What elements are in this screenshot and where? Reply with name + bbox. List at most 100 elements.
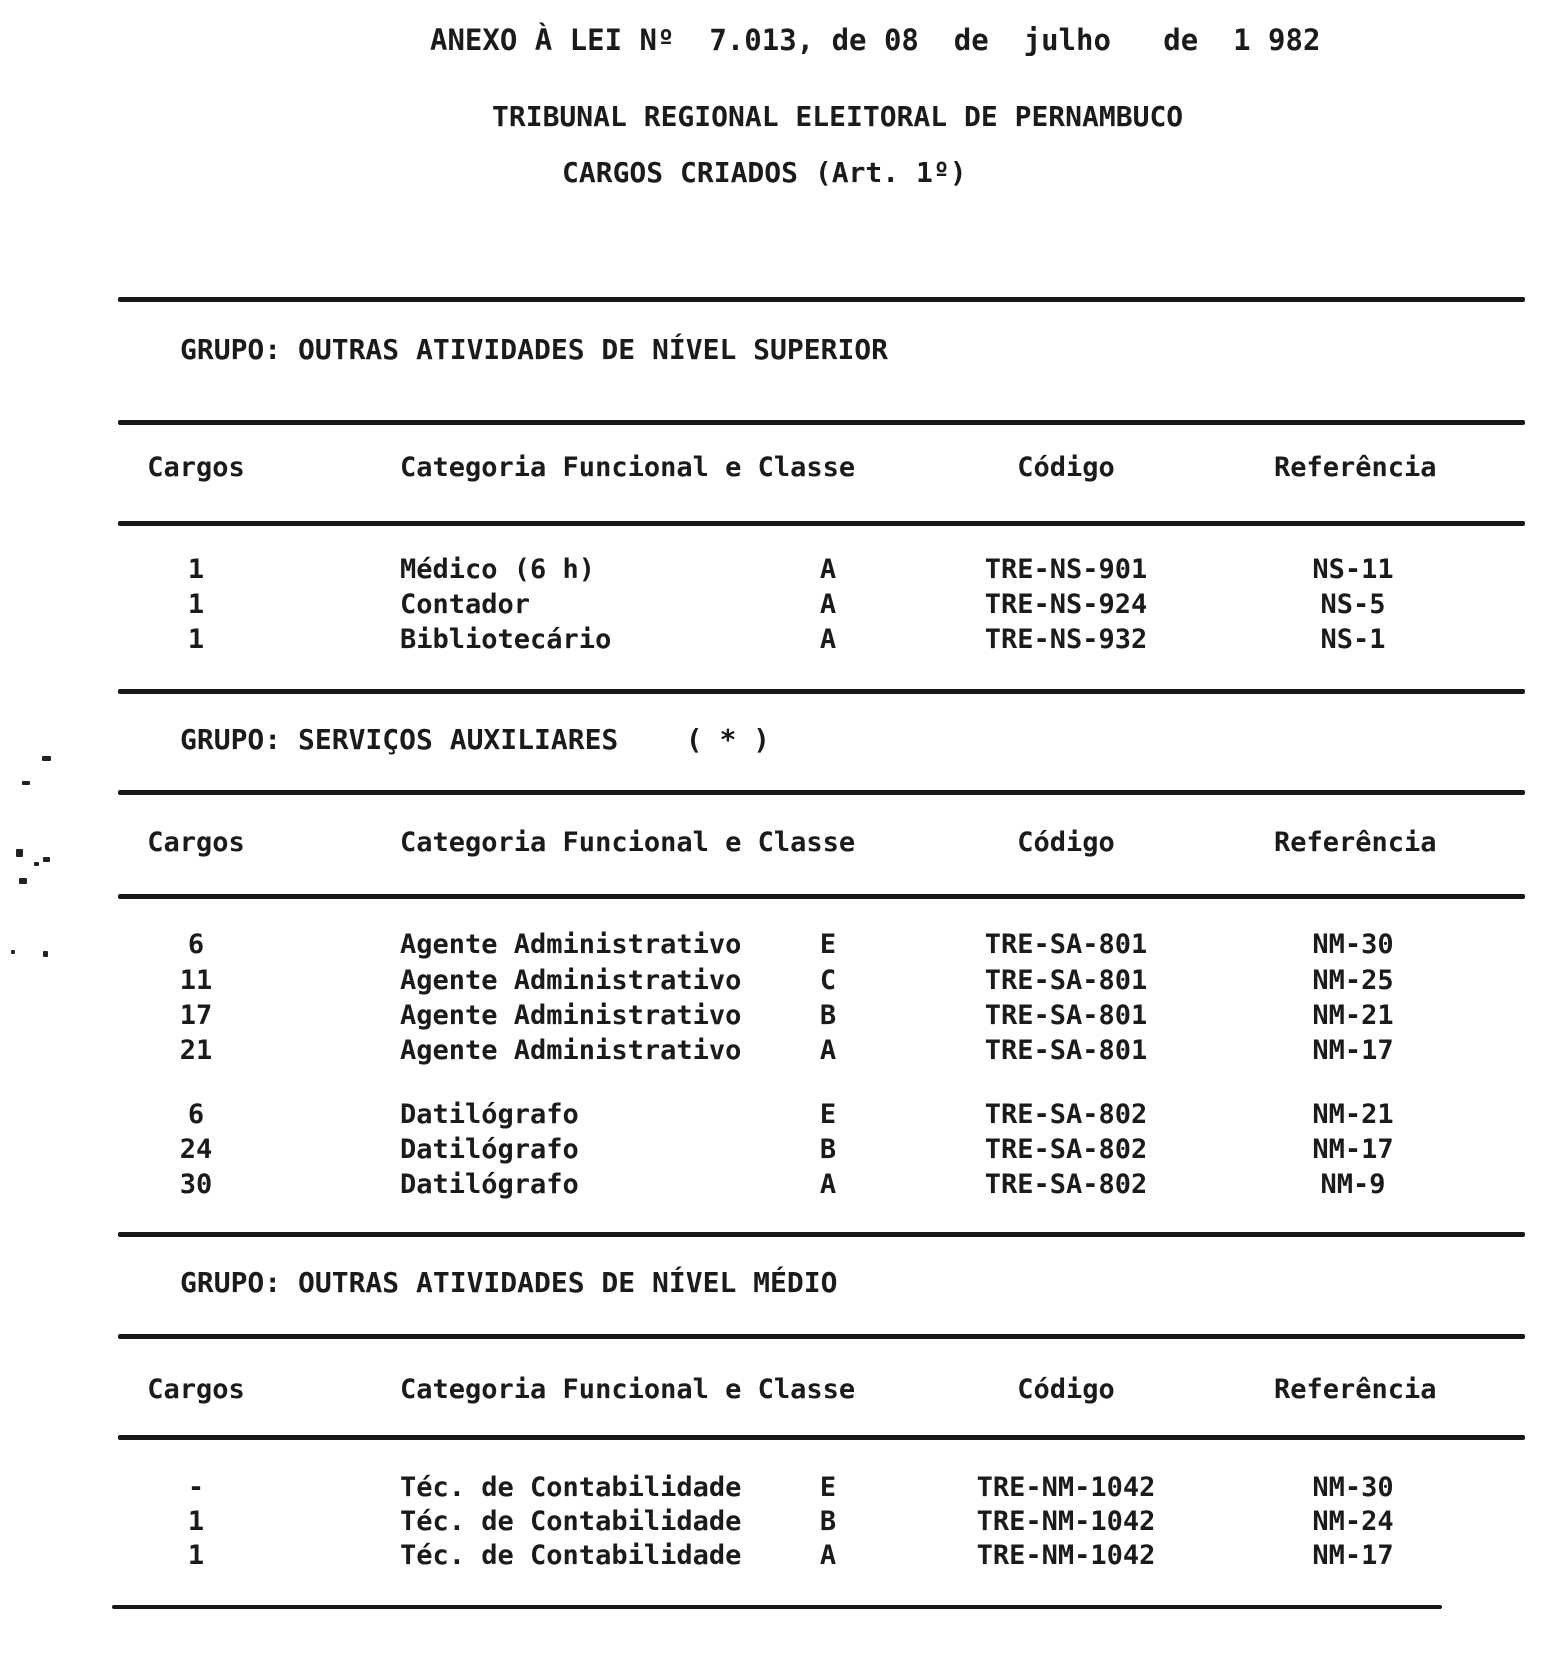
cell-categoria: Téc. de Contabilidade <box>400 1472 742 1503</box>
cell-classe: B <box>819 1000 837 1031</box>
table-row: 21 Agente Administrativo A TRE-SA-801 NM… <box>118 1034 1432 1068</box>
horizontal-rule <box>118 1232 1525 1237</box>
cell-cargos: 6 <box>187 1099 205 1130</box>
doc-title-cargos: CARGOS CRIADOS (Art. 1º) <box>562 156 967 189</box>
column-header-cargos: Cargos <box>147 452 245 483</box>
cell-classe: A <box>819 554 837 585</box>
cell-referencia: NM-25 <box>1312 965 1394 996</box>
cell-classe: A <box>819 1035 837 1066</box>
cell-codigo: TRE-NM-1042 <box>976 1506 1156 1537</box>
cell-classe: A <box>819 589 837 620</box>
cell-classe: E <box>819 1099 837 1130</box>
scan-noise-speck <box>43 951 48 957</box>
table-row: 6 Datilógrafo E TRE-SA-802 NM-21 <box>118 1098 1432 1132</box>
cell-codigo: TRE-NM-1042 <box>976 1540 1156 1571</box>
scan-noise-speck <box>11 950 15 954</box>
doc-title-law: ANEXO À LEI Nº 7.013, de 08 de julho de … <box>430 23 1321 57</box>
cell-codigo: TRE-SA-801 <box>984 1035 1148 1066</box>
horizontal-rule <box>118 1435 1525 1440</box>
group-title-servicos-auxiliares: GRUPO: SERVIÇOS AUXILIARES ( * ) <box>180 723 771 756</box>
cell-referencia: NS-5 <box>1320 589 1386 620</box>
cell-referencia: NM-21 <box>1312 1099 1394 1130</box>
table-row: - Téc. de Contabilidade E TRE-NM-1042 NM… <box>118 1471 1432 1505</box>
table-row: 1 Bibliotecário A TRE-NS-932 NS-1 <box>118 623 1432 657</box>
cell-categoria: Téc. de Contabilidade <box>400 1506 742 1537</box>
column-header-cargos: Cargos <box>147 827 245 858</box>
cell-classe: E <box>819 1472 837 1503</box>
column-header-codigo: Código <box>1017 827 1115 858</box>
cell-referencia: NS-1 <box>1320 624 1386 655</box>
cell-classe: A <box>819 1169 837 1200</box>
horizontal-rule <box>112 1605 1442 1609</box>
cell-categoria: Agente Administrativo <box>400 929 742 960</box>
cell-cargos: 1 <box>187 624 205 655</box>
cell-referencia: NM-21 <box>1312 1000 1394 1031</box>
cell-cargos: 11 <box>179 965 213 996</box>
scan-noise-speck <box>34 862 39 866</box>
table-row: 1 Médico (6 h) A TRE-NS-901 NS-11 <box>118 553 1432 587</box>
cell-referencia: NM-17 <box>1312 1540 1394 1571</box>
cell-referencia: NM-24 <box>1312 1506 1394 1537</box>
doc-title-tribunal: TRIBUNAL REGIONAL ELEITORAL DE PERNAMBUC… <box>492 100 1184 133</box>
cell-classe: A <box>819 1540 837 1571</box>
cell-categoria: Agente Administrativo <box>400 965 742 996</box>
cell-categoria: Datilógrafo <box>400 1134 579 1165</box>
cell-cargos: 1 <box>187 1506 205 1537</box>
group-title-nivel-superior: GRUPO: OUTRAS ATIVIDADES DE NÍVEL SUPERI… <box>180 333 889 366</box>
cell-codigo: TRE-SA-801 <box>984 929 1148 960</box>
horizontal-rule <box>118 790 1525 795</box>
cell-codigo: TRE-NS-932 <box>984 624 1148 655</box>
column-header-row: Cargos Categoria Funcional e Classe Códi… <box>118 826 1436 860</box>
cell-categoria: Agente Administrativo <box>400 1035 742 1066</box>
cell-classe: A <box>819 624 837 655</box>
column-header-codigo: Código <box>1017 452 1115 483</box>
cell-codigo: TRE-NM-1042 <box>976 1472 1156 1503</box>
cell-cargos: 21 <box>179 1035 213 1066</box>
horizontal-rule <box>118 894 1525 899</box>
cell-codigo: TRE-SA-802 <box>984 1099 1148 1130</box>
horizontal-rule <box>118 521 1525 526</box>
cell-referencia: NS-11 <box>1312 554 1394 585</box>
cell-categoria: Agente Administrativo <box>400 1000 742 1031</box>
table-row: 24 Datilógrafo B TRE-SA-802 NM-17 <box>118 1133 1432 1167</box>
cell-cargos: 1 <box>187 554 205 585</box>
cell-codigo: TRE-SA-801 <box>984 965 1148 996</box>
table-row: 6 Agente Administrativo E TRE-SA-801 NM-… <box>118 928 1432 962</box>
cell-codigo: TRE-NS-924 <box>984 589 1148 620</box>
scan-noise-speck <box>43 857 50 862</box>
cell-cargos: 6 <box>187 929 205 960</box>
cell-classe: B <box>819 1506 837 1537</box>
table-row: 1 Contador A TRE-NS-924 NS-5 <box>118 588 1432 622</box>
cell-classe: B <box>819 1134 837 1165</box>
cell-categoria: Datilógrafo <box>400 1099 579 1130</box>
group-title-nivel-medio: GRUPO: OUTRAS ATIVIDADES DE NÍVEL MÉDIO <box>180 1266 838 1299</box>
column-header-codigo: Código <box>1017 1374 1115 1405</box>
horizontal-rule <box>118 689 1525 694</box>
cell-referencia: NM-30 <box>1312 929 1394 960</box>
cell-referencia: NM-30 <box>1312 1472 1394 1503</box>
cell-codigo: TRE-NS-901 <box>984 554 1148 585</box>
cell-classe: C <box>819 965 837 996</box>
cell-categoria: Médico (6 h) <box>400 554 596 585</box>
scan-noise-speck <box>19 878 27 884</box>
column-header-row: Cargos Categoria Funcional e Classe Códi… <box>118 451 1437 485</box>
scan-noise-speck <box>16 849 23 857</box>
column-header-categoria: Categoria Funcional e Classe <box>400 452 856 483</box>
column-header-referencia: Referência <box>1274 452 1437 483</box>
cell-classe: E <box>819 929 837 960</box>
cell-referencia: NM-17 <box>1312 1035 1394 1066</box>
column-header-cargos: Cargos <box>147 1374 245 1405</box>
scan-noise-speck <box>42 756 51 761</box>
cell-referencia: NM-17 <box>1312 1134 1394 1165</box>
cell-categoria: Téc. de Contabilidade <box>400 1540 742 1571</box>
cell-codigo: TRE-SA-802 <box>984 1134 1148 1165</box>
cell-codigo: TRE-SA-802 <box>984 1169 1148 1200</box>
cell-cargos: 30 <box>179 1169 213 1200</box>
table-row: 1 Téc. de Contabilidade B TRE-NM-1042 NM… <box>118 1505 1432 1539</box>
column-header-referencia: Referência <box>1274 1374 1437 1405</box>
horizontal-rule <box>118 1334 1525 1339</box>
horizontal-rule <box>118 297 1525 302</box>
column-header-categoria: Categoria Funcional e Classe <box>400 1374 856 1405</box>
column-header-categoria: Categoria Funcional e Classe <box>400 827 856 858</box>
